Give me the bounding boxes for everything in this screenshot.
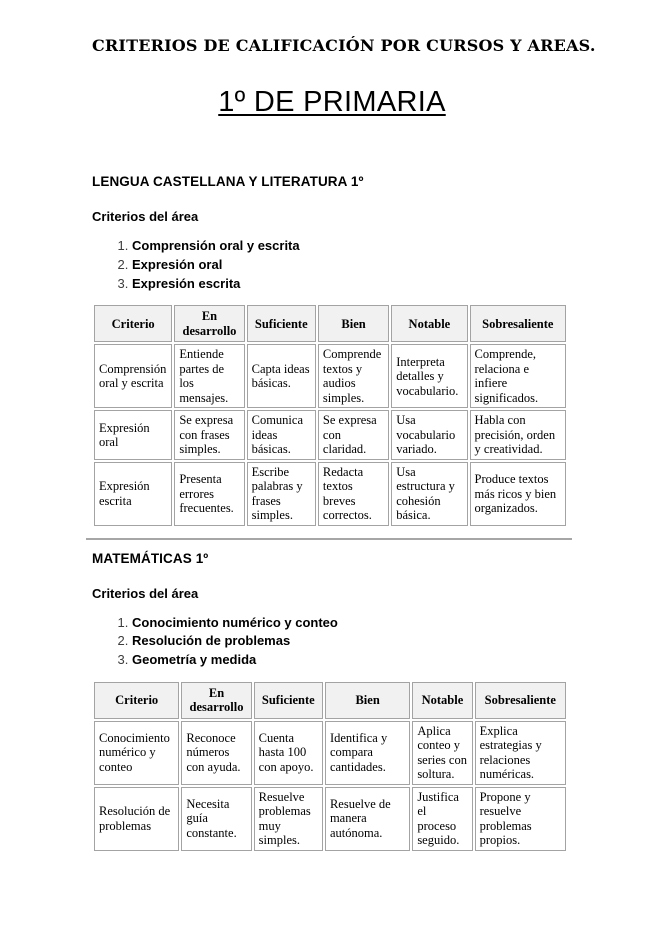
column-header: Sobresaliente bbox=[474, 681, 566, 719]
column-header: En desarrollo bbox=[181, 681, 252, 719]
row-label-cell: Conocimiento numérico y conteo bbox=[94, 720, 180, 785]
row-label-cell: Expresión escrita bbox=[94, 461, 173, 526]
area-heading: MATEMÁTICAS 1º bbox=[92, 550, 209, 566]
table-cell: Resuelve de manera autónoma. bbox=[324, 786, 411, 851]
criteria-label: Criterios del área bbox=[92, 585, 199, 601]
table-cell: Reconoce números con ayuda. bbox=[181, 720, 252, 785]
column-header: Criterio bbox=[94, 305, 173, 343]
criteria-list: Comprensión oral y escrita Expresión oral… bbox=[92, 239, 572, 290]
grade-title: 1º DE PRIMARIA bbox=[218, 86, 446, 119]
table-cell: Se expresa con claridad. bbox=[317, 410, 390, 460]
table-cell: Escribe palabras y frases simples. bbox=[246, 461, 316, 526]
table-header-row: Criterio En desarrollo Suficiente Bien Notab… bbox=[94, 305, 566, 343]
table-row: Expresión oral Se expresa con frases simp… bbox=[94, 410, 566, 460]
table-cell: Necesita guía constante. bbox=[181, 786, 252, 851]
column-header: Suficiente bbox=[253, 681, 323, 719]
table-row: Resolución de problemas Necesita guía con… bbox=[94, 786, 566, 851]
column-header: Sobresaliente bbox=[469, 305, 566, 343]
criteria-label: Criterios del área bbox=[92, 209, 199, 225]
table-row: Conocimiento numérico y conteo Reconoce n… bbox=[94, 720, 566, 785]
table-cell: Resuelve problemas muy simples. bbox=[253, 786, 323, 851]
column-header: Notable bbox=[412, 681, 473, 719]
table-cell: Presenta errores frecuentes. bbox=[174, 461, 245, 526]
table-cell: Produce textos más ricos y bien organiza… bbox=[469, 461, 566, 526]
table-row: Expresión escrita Presenta errores frecue… bbox=[94, 461, 566, 526]
table-cell: Explica estrategias y relaciones numéric… bbox=[474, 720, 566, 785]
row-label-cell: Resolución de problemas bbox=[94, 786, 180, 851]
table-cell: Cuenta hasta 100 con apoyo. bbox=[253, 720, 323, 785]
column-header: En desarrollo bbox=[174, 305, 245, 343]
table-cell: Comprende textos y audios simples. bbox=[317, 344, 390, 409]
criteria-list: Conocimiento numérico y conteo Resolución… bbox=[92, 616, 572, 667]
criteria-item: Conocimiento numérico y conteo bbox=[132, 616, 572, 630]
table-cell: Comprende, relaciona e infiere significa… bbox=[469, 344, 566, 409]
criteria-item: Comprensión oral y escrita bbox=[132, 239, 572, 253]
table-cell: Justifica el proceso seguido. bbox=[412, 786, 473, 851]
section-divider bbox=[86, 537, 572, 540]
column-header: Bien bbox=[317, 305, 390, 343]
column-header: Criterio bbox=[94, 681, 180, 719]
table-cell: Identifica y compara cantidades. bbox=[324, 720, 411, 785]
table-cell: Entiende partes de los mensajes. bbox=[174, 344, 245, 409]
criteria-item: Expresión escrita bbox=[132, 277, 572, 291]
table-cell: Usa vocabulario variado. bbox=[391, 410, 468, 460]
rubric-table: Criterio En desarrollo Suficiente Bien Notab… bbox=[92, 680, 568, 853]
rubric-table: Criterio En desarrollo Suficiente Bien Notab… bbox=[92, 303, 568, 528]
table-cell: Se expresa con frases simples. bbox=[174, 410, 245, 460]
row-label-cell: Comprensión oral y escrita bbox=[94, 344, 173, 409]
table-row: Comprensión oral y escrita Entiende parte… bbox=[94, 344, 566, 409]
criteria-item: Geometría y medida bbox=[132, 653, 572, 667]
document-title: CRITERIOS DE CALIFICACIÓN POR CURSOS Y A… bbox=[92, 36, 596, 55]
criteria-item: Expresión oral bbox=[132, 258, 572, 272]
sections: LENGUA CASTELLANA Y LITERATURA 1º Criter… bbox=[86, 174, 572, 853]
area-section: MATEMÁTICAS 1º Criterios del área Conoci… bbox=[92, 551, 572, 853]
row-label-cell: Expresión oral bbox=[94, 410, 173, 460]
table-cell: Usa estructura y cohesión básica. bbox=[391, 461, 468, 526]
table-cell: Redacta textos breves correctos. bbox=[317, 461, 390, 526]
table-cell: Capta ideas básicas. bbox=[246, 344, 316, 409]
area-heading: LENGUA CASTELLANA Y LITERATURA 1º bbox=[92, 174, 364, 190]
column-header: Bien bbox=[324, 681, 411, 719]
table-cell: Interpreta detalles y vocabulario. bbox=[391, 344, 468, 409]
table-cell: Aplica conteo y series con soltura. bbox=[412, 720, 473, 785]
table-header-row: Criterio En desarrollo Suficiente Bien Notab… bbox=[94, 681, 566, 719]
column-header: Notable bbox=[391, 305, 468, 343]
table-cell: Propone y resuelve problemas propios. bbox=[474, 786, 566, 851]
area-section: LENGUA CASTELLANA Y LITERATURA 1º Criter… bbox=[92, 174, 572, 527]
table-cell: Habla con precisión, orden y creatividad… bbox=[469, 410, 566, 460]
criteria-item: Resolución de problemas bbox=[132, 634, 572, 648]
column-header: Suficiente bbox=[246, 305, 316, 343]
table-cell: Comunica ideas básicas. bbox=[246, 410, 316, 460]
